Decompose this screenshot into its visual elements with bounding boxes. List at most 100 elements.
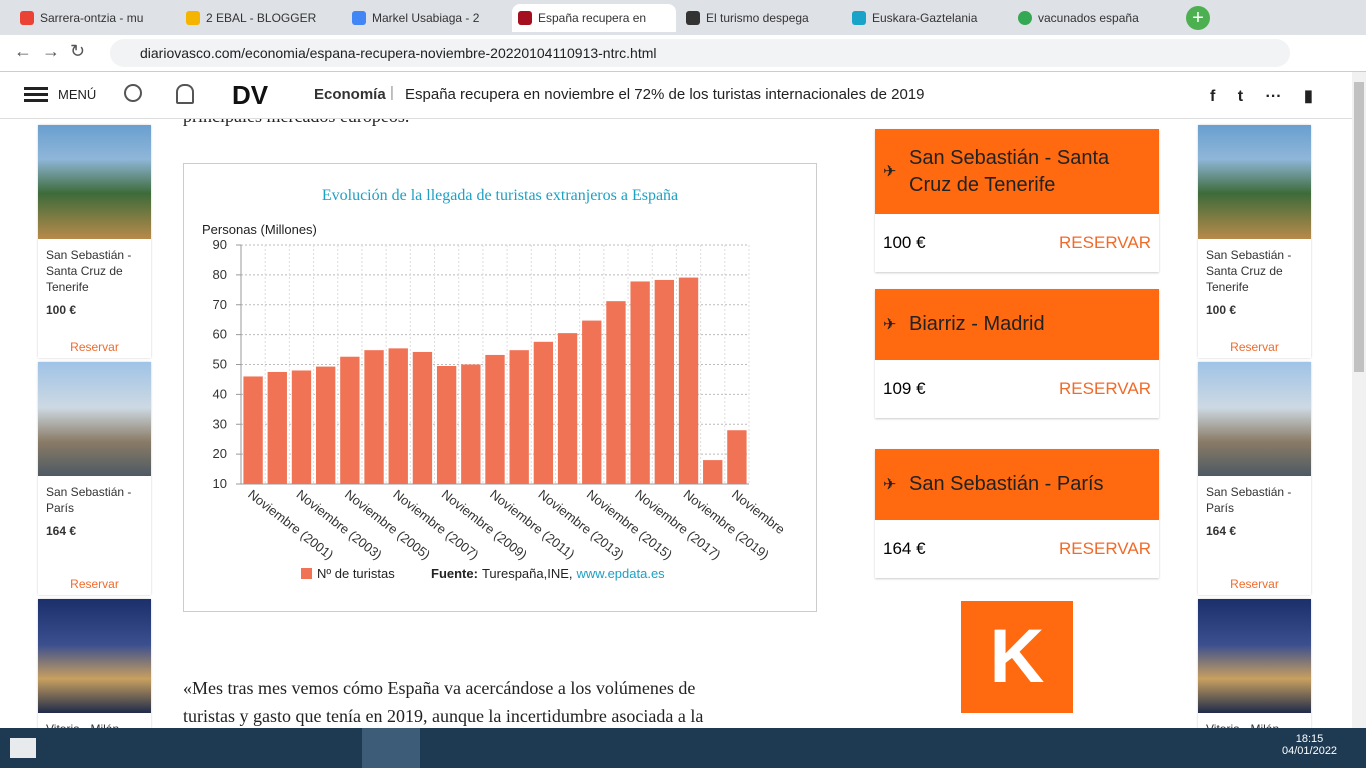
x-tick-label: Noviembre (2017) (632, 487, 723, 563)
article-paragraph: «Mes tras mes vemos cómo España va acerc… (183, 674, 703, 730)
plane-icon: ✈ (883, 316, 897, 333)
bar (340, 356, 360, 484)
scroll-thumb[interactable] (1354, 82, 1364, 372)
flight-cta[interactable]: RESERVAR (1059, 379, 1151, 398)
url-field[interactable]: diariovasco.com/economia/espana-recupera… (110, 39, 1290, 67)
flight-price: 109 € (883, 379, 926, 398)
active-app[interactable] (362, 728, 420, 768)
ad-card[interactable]: San Sebastián - Santa Cruz de Tenerife 100 … (1198, 125, 1311, 358)
bar (412, 351, 433, 484)
plane-icon: ✈ (883, 163, 897, 180)
text-line: San Sebastián - (46, 485, 132, 499)
section[interactable]: Economía (314, 86, 386, 103)
flight-price: 100 € (883, 233, 926, 252)
new-tab[interactable]: + (1186, 6, 1210, 30)
bar (509, 350, 529, 484)
source-link[interactable]: www.epdata.es (576, 566, 666, 581)
flight-footer: 100 € RESERVAR (875, 214, 1159, 272)
bar (654, 279, 675, 484)
flight-ad: ✈ San Sebastián - Santa Cruz de Tenerife 10… (875, 129, 1159, 272)
scrollbar[interactable] (1352, 72, 1366, 728)
logo[interactable]: DV (232, 80, 269, 110)
ad-price: 164 € (1206, 524, 1237, 538)
ad-cta: Reservar (1230, 577, 1279, 591)
x-tick-label: Noviembre (2007) (390, 487, 481, 563)
bell-icon[interactable] (176, 84, 194, 104)
flight-cta[interactable]: RESERVAR (1059, 233, 1151, 252)
flight-footer: 164 € RESERVAR (875, 520, 1159, 578)
tab-title: El turismo despega (706, 11, 809, 25)
ad-image (38, 125, 151, 239)
ad-price: 100 € (46, 303, 77, 317)
text-line: San Sebastián - (1206, 248, 1292, 262)
bar (727, 430, 747, 484)
ad-price: 164 € (46, 524, 77, 538)
tab[interactable]: Euskara-Gaztelania (846, 4, 1006, 32)
legend-swatch (301, 568, 312, 579)
search-icon[interactable] (124, 84, 142, 102)
bar (678, 277, 699, 484)
text-line: San Sebastián - Santa (909, 146, 1110, 169)
site-header: MENÚ DV Economía | España recupera en no… (0, 72, 1352, 119)
plane-icon: ✈ (883, 476, 897, 493)
tab-title: Markel Usabiaga - 2 (372, 11, 480, 25)
ad-title: San Sebastián - París (1198, 476, 1311, 516)
x-tick-label: Noviembre (2015) (584, 487, 675, 563)
y-tick-label: 40 (213, 386, 227, 401)
headline: España recupera en noviembre el 72% de l… (405, 86, 925, 103)
share-icons[interactable]: f t ··· ▮ (1210, 88, 1313, 105)
ad-card[interactable]: Vitoria - Milán (1198, 599, 1311, 739)
ad-title: San Sebastián - Santa Cruz de Tenerife (38, 239, 151, 295)
flight-cta[interactable]: RESERVAR (1059, 539, 1151, 558)
ad-image (38, 362, 151, 476)
bar (243, 376, 263, 484)
menu-label[interactable]: MENÚ (58, 87, 97, 102)
bar (606, 301, 626, 484)
tab[interactable]: El turismo despega (680, 4, 840, 32)
text-line: Santa Cruz de (1206, 264, 1283, 278)
tab[interactable]: 2 EBAL - BLOGGER (180, 4, 340, 32)
divider: | (390, 84, 394, 101)
tab[interactable]: Sarrera-ontzia - mu (14, 4, 174, 32)
ad-image (1198, 599, 1311, 713)
ad-card[interactable]: San Sebastián - París 164 € Reservar (38, 362, 151, 595)
date: 04/01/2022 (1282, 745, 1338, 757)
ad-price: 100 € (1206, 303, 1237, 317)
tab[interactable]: vacunados españa (1012, 4, 1177, 32)
time: 18:15 (1295, 733, 1324, 745)
flight-route: ✈ San Sebastián - París (875, 449, 1159, 520)
y-tick-label: 90 (213, 237, 227, 252)
source: Fuente: Turespaña,INE, www.epdata.es (431, 566, 665, 581)
y-tick-label: 30 (213, 416, 227, 431)
bar (630, 281, 650, 484)
bar (388, 348, 408, 484)
flight-ad: ✈ Biarriz - Madrid 109 € RESERVAR (875, 289, 1159, 418)
tab[interactable]: España recupera en (512, 4, 676, 32)
ad-cta: Reservar (70, 340, 119, 354)
x-tick-label: Noviembre (2001) (245, 487, 336, 563)
bar (485, 354, 505, 484)
bar (315, 366, 336, 484)
start-button[interactable] (10, 738, 36, 758)
tab-title: vacunados españa (1038, 11, 1139, 25)
text-line: París (1206, 501, 1235, 515)
ad-image (38, 599, 151, 713)
text-line: San Sebastián - París (909, 473, 1104, 495)
flight-ad: ✈ San Sebastián - París 164 € RESERVAR (875, 449, 1159, 578)
text-line: Biarriz - Madrid (909, 313, 1045, 335)
chart-frame: Evolución de la llegada de turistas extr… (183, 163, 817, 612)
tab-title: 2 EBAL - BLOGGER (206, 11, 317, 25)
nav-buttons[interactable]: ← → ↻ (14, 41, 86, 61)
y-tick-label: 70 (213, 297, 227, 312)
ad-card[interactable]: Vitoria - Milán (38, 599, 151, 739)
ad-cta: Reservar (70, 577, 119, 591)
bar (436, 365, 457, 484)
text-line: Cruz de Tenerife (909, 173, 1056, 196)
tab[interactable]: Markel Usabiaga - 2 (346, 4, 506, 32)
tab-strip: Sarrera-ontzia - mu 2 EBAL - BLOGGER Mar… (0, 0, 1366, 35)
ad-card[interactable]: San Sebastián - París 164 € Reservar (1198, 362, 1311, 595)
ad-card[interactable]: San Sebastián - Santa Cruz de Tenerife 100 … (38, 125, 151, 358)
menu-icon[interactable] (24, 87, 48, 90)
legend-label: Nº de turistas (317, 566, 395, 581)
